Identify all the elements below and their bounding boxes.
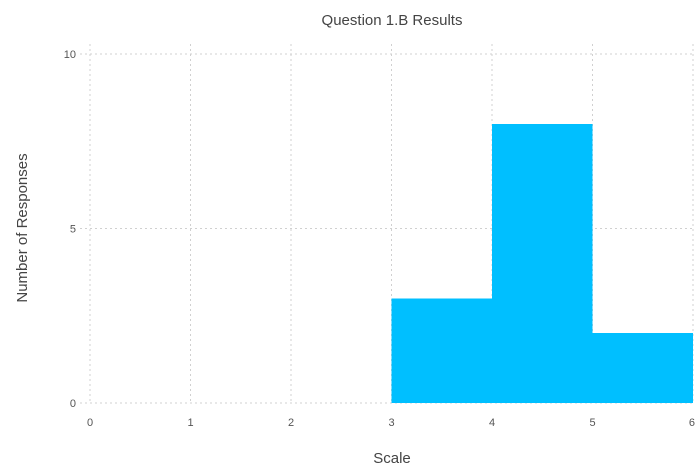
x-tick-label: 3	[388, 417, 394, 429]
histogram-bar	[592, 333, 693, 403]
x-tick-label: 1	[187, 417, 193, 429]
histogram-bar	[492, 123, 593, 404]
x-tick-label: 5	[589, 417, 595, 429]
bars-layer	[391, 123, 693, 404]
x-tick-label: 4	[489, 417, 495, 429]
x-axis-title: Scale	[373, 450, 411, 467]
x-tick-label: 0	[87, 417, 93, 429]
x-tick-label: 6	[689, 417, 695, 429]
histogram-bar	[391, 298, 492, 403]
y-axis-title: Number of Responses	[14, 153, 31, 302]
x-tick-label: 2	[288, 417, 294, 429]
x-tick-layer: 0 1 2 3 4 5 6	[87, 417, 695, 429]
chart-title: Question 1.B Results	[322, 12, 463, 29]
y-tick-label: 10	[64, 49, 76, 61]
y-tick-layer: 0 5 10	[64, 49, 76, 410]
y-tick-label: 5	[70, 224, 76, 236]
y-tick-label: 0	[70, 398, 76, 410]
